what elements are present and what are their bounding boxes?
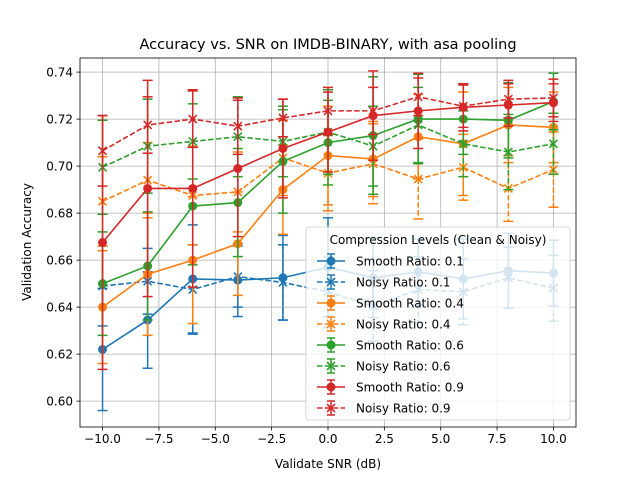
marker-x-stroke (326, 277, 336, 287)
marker-x-stroke (503, 94, 513, 104)
marker-x-stroke (97, 146, 108, 156)
x-tick-label: −5.0 (201, 432, 230, 446)
legend-box (305, 226, 571, 421)
data-point (143, 183, 153, 193)
axis-ticks: −10.0 −7.5 −5.0 −2.5 0.0 2.5 5.0 7.5 10.0 0.60 0.6… (46, 65, 567, 446)
legend-label: Smooth Ratio: 0.9 (356, 380, 464, 394)
marker-x-stroke (323, 106, 333, 116)
y-tick-label: 0.66 (46, 253, 73, 267)
legend-entry: Smooth Ratio: 0.4 (317, 295, 464, 311)
x-tick-label: 2.5 (375, 432, 394, 446)
data-point (278, 277, 288, 288)
legend-label: Noisy Ratio: 0.4 (356, 317, 451, 331)
data-point (458, 139, 468, 149)
legend-entry: Smooth Ratio: 0.9 (317, 379, 464, 395)
legend-marker (326, 256, 336, 266)
x-tick-label: 10.0 (540, 432, 567, 446)
y-tick-label: 0.64 (46, 300, 73, 314)
data-point (503, 147, 513, 157)
data-point (413, 92, 423, 102)
data-point (503, 94, 513, 104)
data-point (98, 238, 108, 247)
marker-x-stroke (503, 147, 513, 157)
data-point (323, 106, 333, 116)
marker-x-stroke (143, 120, 153, 130)
data-point (368, 106, 378, 116)
marker-x-stroke (278, 277, 288, 288)
x-tick-label: −10.0 (84, 432, 121, 446)
legend: Compression Levels (Clean & Noisy) Smoot… (305, 226, 571, 421)
y-tick-label: 0.62 (46, 347, 73, 361)
legend-marker (326, 361, 336, 371)
legend-entry: Noisy Ratio: 0.1 (317, 274, 451, 290)
marker-x-stroke (548, 139, 559, 149)
data-point (278, 113, 288, 123)
data-point (188, 183, 198, 193)
data-point (97, 146, 108, 156)
legend-label: Smooth Ratio: 0.6 (356, 338, 464, 352)
data-point (548, 93, 559, 103)
x-tick-label: 5.0 (431, 432, 450, 446)
legend-marker (326, 277, 336, 287)
marker-x-stroke (413, 174, 423, 184)
marker-x-stroke (326, 403, 336, 413)
legend-label: Noisy Ratio: 0.9 (356, 401, 451, 415)
y-tick-label: 0.60 (46, 394, 73, 408)
y-tick-label: 0.68 (46, 206, 73, 220)
legend-label: Smooth Ratio: 0.4 (356, 296, 464, 310)
legend-label: Smooth Ratio: 0.1 (356, 254, 464, 268)
data-point (413, 174, 423, 184)
chart-title: Accuracy vs. SNR on IMDB-BINARY, with as… (139, 37, 516, 53)
y-tick-label: 0.72 (46, 112, 73, 126)
legend-marker (326, 382, 336, 392)
marker-x-stroke (278, 113, 288, 123)
marker-x-stroke (458, 139, 468, 149)
legend-label: Noisy Ratio: 0.6 (356, 359, 451, 373)
marker-x-stroke (548, 93, 559, 103)
marker-x-stroke (233, 121, 243, 131)
marker-x-stroke (326, 319, 336, 329)
x-tick-label: 7.5 (488, 432, 507, 446)
x-tick-label: −2.5 (257, 432, 286, 446)
legend-entry: Smooth Ratio: 0.6 (317, 337, 464, 353)
x-axis-label: Validate SNR (dB) (275, 457, 381, 471)
data-point (278, 143, 288, 153)
data-point (188, 114, 198, 124)
marker-x-stroke (326, 361, 336, 371)
data-point (233, 121, 243, 131)
marker-x-stroke (413, 92, 423, 102)
x-tick-label: −7.5 (144, 432, 173, 446)
x-tick-label: 0.0 (318, 432, 337, 446)
marker-x-stroke (368, 106, 378, 116)
marker-x-stroke (458, 101, 468, 111)
series-noisy-ratio-0-9 (97, 77, 559, 187)
y-tick-label: 0.70 (46, 159, 73, 173)
data-point (233, 163, 243, 173)
data-point (548, 139, 559, 149)
legend-marker (326, 298, 336, 308)
legend-entry: Noisy Ratio: 0.6 (317, 358, 451, 374)
legend-entry: Noisy Ratio: 0.9 (317, 400, 451, 416)
legend-label: Noisy Ratio: 0.1 (356, 275, 451, 289)
marker-x-stroke (188, 114, 198, 124)
y-axis-label: Validation Accuracy (20, 183, 34, 301)
data-point (143, 120, 153, 130)
data-point (458, 101, 468, 111)
y-tick-label: 0.74 (46, 65, 73, 79)
legend-marker (326, 319, 336, 329)
legend-marker (326, 403, 336, 413)
legend-title: Compression Levels (Clean & Noisy) (330, 233, 547, 247)
legend-entry: Noisy Ratio: 0.4 (317, 316, 451, 332)
legend-entry: Smooth Ratio: 0.1 (317, 253, 464, 269)
legend-marker (326, 340, 336, 350)
